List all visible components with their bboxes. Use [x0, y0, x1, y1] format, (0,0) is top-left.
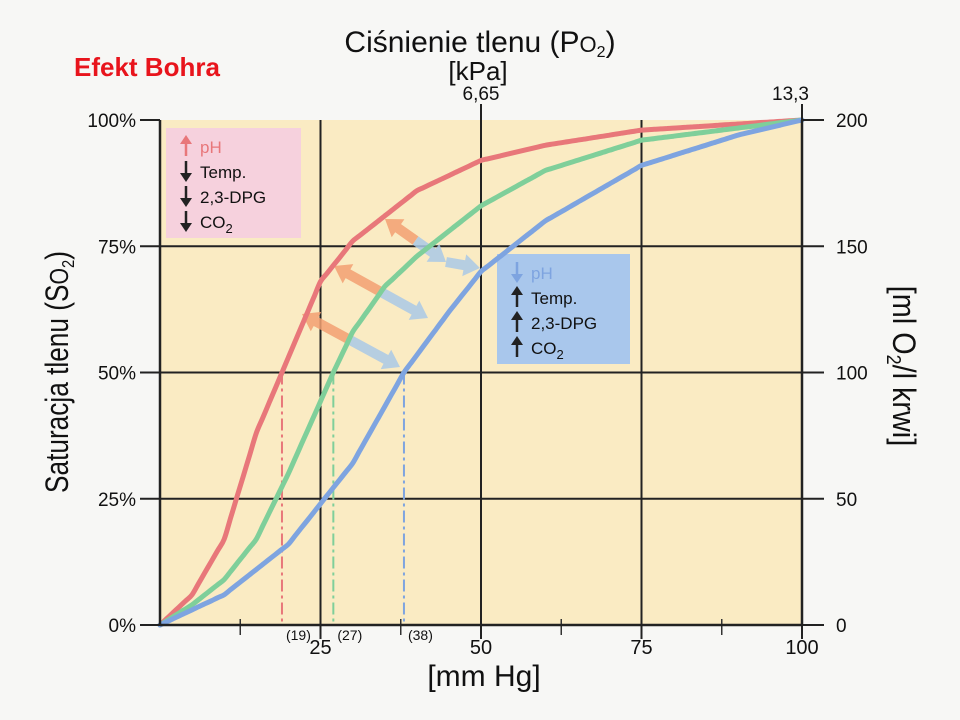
top-tick-label: 13,3: [772, 84, 809, 105]
arrow-up-icon: [511, 286, 523, 307]
legend-item-text: 2,3-DPG: [200, 188, 266, 207]
legend-right: pH Temp. 2,3-DPG CO2: [497, 254, 630, 364]
arrow-up-icon: [180, 135, 192, 156]
legends: pH Temp. 2,3-DPG CO2 pH Temp. 2,3-DPG CO2: [166, 128, 630, 364]
p50-label: (19): [286, 627, 311, 643]
x-tick-label: 50: [470, 637, 492, 659]
shift-arrow-icon: [445, 254, 480, 277]
right-tick-label: 100: [836, 364, 868, 385]
shift-arrow-icon: [302, 311, 354, 345]
right-tick-label: 150: [836, 237, 868, 258]
x-tick-label: 75: [630, 637, 652, 659]
y-tick-label: 100%: [87, 111, 136, 132]
shift-arrow-icon: [348, 336, 400, 370]
p50-markers: (19) (27) (38): [280, 372, 433, 643]
legend-item-text: pH: [531, 264, 553, 283]
y-axis-label: Saturacja tlenu (SO2): [41, 251, 79, 493]
y-tick-label: 75%: [98, 237, 136, 258]
right-tick-label: 50: [836, 490, 857, 511]
top-axis-unit: [kPa]: [448, 56, 507, 86]
y-tick-label: 0%: [109, 616, 137, 637]
grid: [160, 120, 802, 635]
shift-arrows: [302, 219, 480, 370]
legend-right-box: [497, 254, 630, 364]
shift-arrow-icon: [378, 287, 428, 320]
arrow-down-icon: [511, 262, 523, 283]
p50-label: (38): [408, 627, 433, 643]
x-axis-label: [mm Hg]: [427, 660, 540, 693]
y-tick-label: 50%: [98, 364, 136, 385]
legend-item-text: Temp.: [200, 163, 246, 182]
right-tick-label: 200: [836, 111, 868, 132]
legend-item-text: CO2: [531, 339, 564, 362]
arrow-down-icon: [180, 186, 192, 207]
right-axis-label: [ml O2/l krwi]: [882, 286, 922, 446]
curve-series-2: [157, 117, 805, 628]
legend-left: pH Temp. 2,3-DPG CO2: [166, 128, 301, 238]
right-tick-label: 0: [836, 616, 847, 637]
legend-item-text: CO2: [200, 213, 233, 236]
legend-left-box: [166, 128, 301, 238]
x-tick-label: 100: [785, 637, 818, 659]
slide-title: Efekt Bohra: [74, 52, 220, 82]
curve-series-1: [157, 117, 805, 628]
legend-item-text: pH: [200, 138, 222, 157]
arrow-down-icon: [180, 161, 192, 182]
legend-item-text: 2,3-DPG: [531, 314, 597, 333]
arrow-down-icon: [180, 211, 192, 232]
legend-item-text: Temp.: [531, 289, 577, 308]
p50-label: (27): [337, 627, 362, 643]
curve-series-3: [157, 117, 805, 628]
arrow-up-icon: [511, 311, 523, 332]
top-tick-label: 6,65: [463, 84, 500, 105]
y-tick-label: 25%: [98, 490, 136, 511]
axes: 0% 25% 50% 75% 100% 0 50 100 150 200 25 50 75 100 6,65…: [87, 84, 867, 659]
shift-arrow-icon: [385, 219, 419, 245]
arrow-up-icon: [511, 336, 523, 357]
curves: [157, 117, 805, 628]
x-tick-label: 25: [309, 637, 331, 659]
top-axis-title: Ciśnienie tlenu (PO2): [344, 26, 615, 61]
shift-arrow-icon: [334, 264, 384, 297]
